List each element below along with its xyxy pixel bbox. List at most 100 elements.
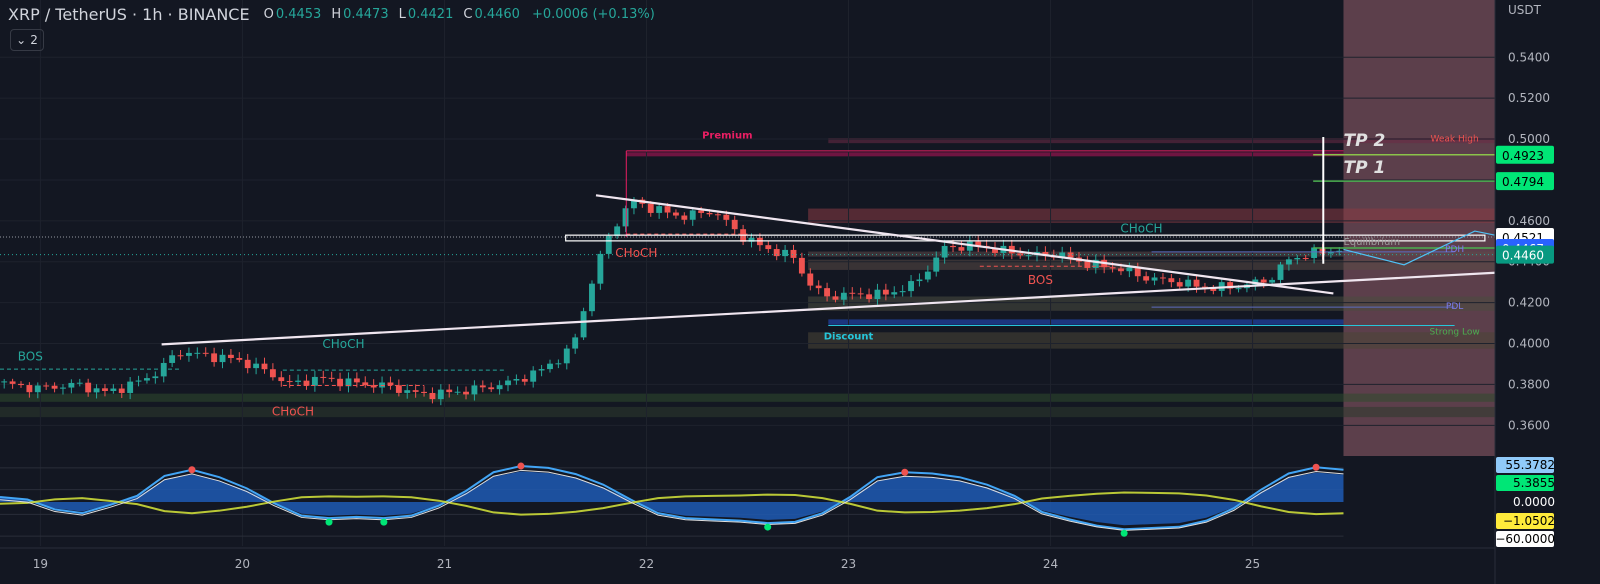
candle-body bbox=[110, 388, 117, 391]
candle-body bbox=[798, 257, 805, 274]
candle-body bbox=[43, 385, 50, 387]
price-axis[interactable]: USDT0.54000.52000.50000.48000.46000.4400… bbox=[1494, 0, 1600, 584]
candle-body bbox=[924, 271, 931, 280]
candle-body bbox=[463, 391, 469, 395]
order-block-zone bbox=[828, 138, 1495, 144]
oscillator-dot-sell bbox=[1312, 463, 1320, 471]
oscillator-dot-buy bbox=[325, 518, 333, 526]
candle-body bbox=[689, 210, 696, 220]
candle-body bbox=[1260, 279, 1267, 283]
candle-body bbox=[227, 354, 234, 359]
candle-body bbox=[992, 248, 998, 253]
candle-body bbox=[1134, 267, 1141, 277]
resistance-box bbox=[565, 234, 1486, 242]
equilibrium-label: Equilibrium bbox=[1343, 237, 1400, 248]
candle-body bbox=[631, 199, 637, 209]
candle-body bbox=[337, 378, 344, 387]
candle-body bbox=[849, 292, 856, 294]
price-tick-label: 0.3800 bbox=[1508, 377, 1550, 391]
candle-body bbox=[521, 379, 528, 382]
candle-body bbox=[1168, 278, 1175, 283]
oscillator-tag: −1.0502 bbox=[1503, 514, 1555, 528]
oscillator-tag-bg bbox=[1496, 457, 1554, 473]
candle-body bbox=[152, 376, 159, 379]
candle-body bbox=[941, 245, 948, 258]
time-axis[interactable]: 19 20 21 22 23 24 25 bbox=[0, 547, 1495, 571]
candle-body bbox=[1210, 288, 1217, 291]
oscillator-fast bbox=[0, 469, 1344, 531]
candle-body bbox=[857, 293, 864, 295]
strong-low-label: Strong Low bbox=[1429, 327, 1479, 337]
price-tick-label: 0.4200 bbox=[1508, 296, 1550, 310]
candle-body bbox=[782, 249, 789, 257]
change-value: +0.0006 (+0.13%) bbox=[531, 6, 655, 22]
candle-body bbox=[370, 385, 377, 388]
oscillator-tag-bg bbox=[1496, 531, 1554, 547]
candle-body bbox=[1294, 257, 1301, 260]
candle-body bbox=[160, 362, 167, 377]
candle-body bbox=[555, 363, 562, 365]
candle-body bbox=[202, 352, 209, 354]
candle-body bbox=[1277, 264, 1284, 280]
candle-body bbox=[505, 380, 511, 386]
candle-body bbox=[421, 391, 427, 393]
price-tick-label: 0.5200 bbox=[1508, 91, 1550, 105]
symbol-title[interactable]: XRP / TetherUS · 1h · BINANCE bbox=[8, 4, 250, 24]
candle-body bbox=[824, 288, 831, 297]
price-tick-label: 0.5400 bbox=[1508, 50, 1550, 64]
candle-body bbox=[933, 257, 940, 272]
oscillator-tag: 55.3782 bbox=[1505, 458, 1555, 472]
oscillator-dot-sell bbox=[901, 468, 909, 476]
candle-body bbox=[404, 390, 411, 393]
time-tick-label: 24 bbox=[1043, 557, 1058, 571]
candle-body bbox=[1269, 279, 1276, 283]
candle-body bbox=[244, 359, 251, 369]
price-tick-label: 0.4600 bbox=[1508, 214, 1550, 228]
candle-body bbox=[899, 291, 906, 293]
candle-body bbox=[253, 363, 260, 369]
candle-body bbox=[748, 237, 755, 242]
candle-body bbox=[496, 385, 503, 390]
candle-body bbox=[1059, 252, 1066, 258]
open-value: O 0.4453 bbox=[263, 6, 322, 22]
indicators-toggle-button[interactable]: ⌄ 2 bbox=[10, 29, 44, 51]
high-value: H 0.4473 bbox=[331, 6, 389, 22]
candle-body bbox=[211, 353, 218, 363]
candle-body bbox=[664, 206, 671, 213]
candle-body bbox=[93, 388, 100, 393]
candle-body bbox=[807, 273, 814, 286]
discount-label: Discount bbox=[824, 331, 874, 342]
pdl-label: PDL bbox=[1446, 302, 1463, 312]
candle-body bbox=[950, 245, 956, 248]
order-block-zone bbox=[0, 393, 1495, 402]
oscillator-tag-bg bbox=[1496, 513, 1554, 529]
candle-body bbox=[1126, 267, 1133, 272]
candle-body bbox=[614, 226, 621, 236]
choch-upper-label: CHoCH bbox=[1120, 221, 1162, 235]
candle-body bbox=[479, 385, 486, 388]
oscillator-pane bbox=[0, 462, 1344, 537]
candle-body bbox=[832, 296, 839, 300]
price-tag-tp1: 0.4794 bbox=[1502, 175, 1544, 189]
candle-body bbox=[1185, 279, 1192, 287]
candle-body bbox=[362, 382, 369, 386]
close-value: C 0.4460 bbox=[463, 6, 520, 22]
candle-body bbox=[1067, 252, 1074, 258]
candle-body bbox=[135, 380, 142, 382]
grid-layer bbox=[0, 0, 1495, 546]
candle-body bbox=[1285, 259, 1292, 265]
premium-zone bbox=[626, 152, 1344, 157]
candle-body bbox=[1311, 247, 1318, 258]
candle-body bbox=[387, 382, 394, 386]
candle-body bbox=[1235, 288, 1242, 290]
oscillator-tag: −60.0000 bbox=[1495, 532, 1555, 546]
currency-label: USDT bbox=[1508, 3, 1542, 17]
candle-body bbox=[513, 379, 520, 381]
candle-body bbox=[840, 292, 847, 300]
candle-body bbox=[908, 281, 914, 292]
tp2-label: TP 2 bbox=[1343, 131, 1385, 151]
candle-body bbox=[34, 385, 41, 393]
candle-body bbox=[1109, 267, 1116, 269]
price-tag-tp2: 0.4923 bbox=[1502, 149, 1544, 163]
